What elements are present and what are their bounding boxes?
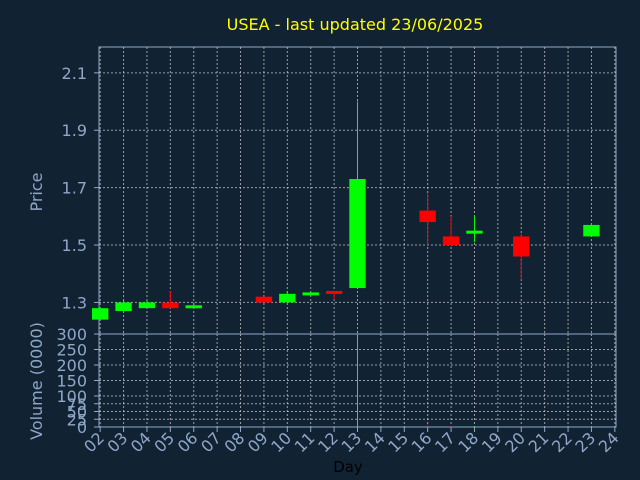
volume-tick-label: 300 (56, 325, 87, 344)
candle-body (419, 210, 436, 223)
candle-body (325, 290, 343, 294)
price-tick-label: 1.3 (62, 293, 87, 312)
candle-body (583, 224, 600, 237)
volume-tick-label: 200 (56, 356, 87, 375)
candles (91, 101, 600, 320)
volume-tick-label: 50 (67, 403, 87, 422)
volume-grid (99, 334, 616, 427)
price-tick-label: 1.9 (62, 121, 87, 140)
volume-axis-label: Volume (0000) (27, 322, 46, 440)
candle-body (466, 230, 483, 234)
x-tick-label: 24 (595, 428, 623, 456)
candle-body (115, 302, 132, 312)
candle-body (442, 236, 460, 246)
volume-bars (99, 334, 592, 427)
price-tick-label: 1.5 (62, 236, 87, 255)
candle-body (162, 302, 179, 309)
candle-body (349, 179, 366, 289)
x-axis-label: Day (333, 458, 363, 476)
price-y-ticks: 1.3 1.5 1.7 1.9 2.1 (62, 64, 99, 312)
volume-tick-label: 25 (67, 410, 87, 429)
price-tick-label: 2.1 (62, 64, 87, 83)
chart-title: USEA - last updated 23/06/2025 (227, 15, 484, 34)
volume-tick-label: 100 (56, 387, 87, 406)
x-ticks: 0203040506070809101112131415161718192021… (80, 427, 623, 456)
candle-body (138, 302, 156, 309)
candle-body (513, 236, 530, 257)
price-tick-label: 1.7 (62, 179, 87, 198)
price-axis-label: Price (27, 172, 46, 211)
candle-body (255, 296, 273, 303)
candle-body (185, 305, 202, 309)
candle-body (279, 293, 296, 303)
volume-tick-label: 250 (56, 341, 87, 360)
volume-tick-label: 0 (77, 418, 87, 437)
candle-body (302, 292, 319, 296)
volume-tick-label: 75 (67, 395, 87, 414)
candle-body (91, 308, 109, 320)
volume-tick-label: 150 (56, 372, 87, 391)
